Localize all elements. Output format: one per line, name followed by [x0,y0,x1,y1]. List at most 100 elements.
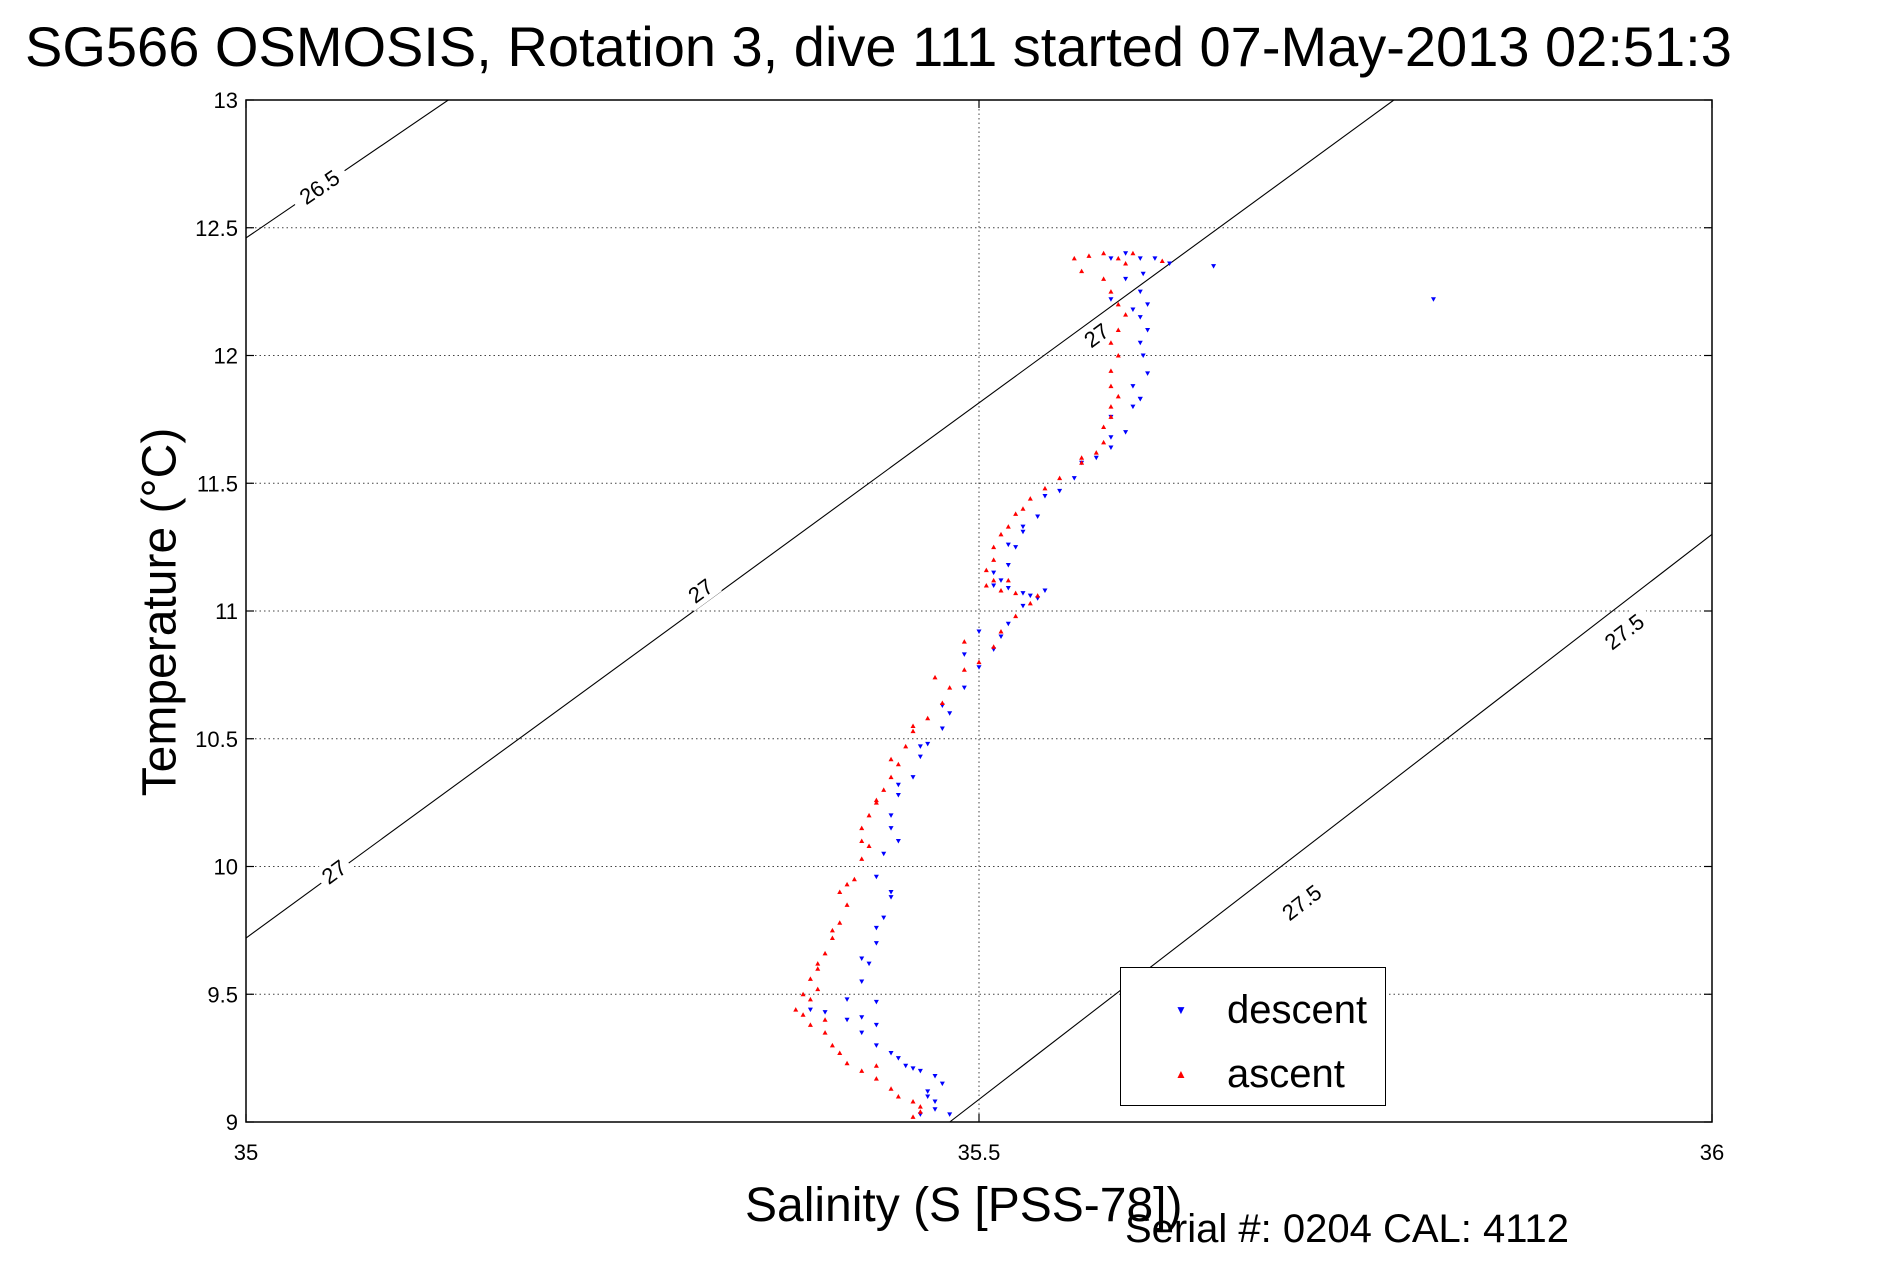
x-tick-label: 36 [1700,1140,1724,1165]
point-descent [1020,524,1026,530]
legend-marker-ascent: ▲ [1175,1067,1187,1081]
point-ascent [1005,577,1011,583]
point-ascent [829,935,835,941]
point-ascent [1115,255,1121,261]
y-tick-label: 9.5 [207,982,238,1007]
point-descent [1145,302,1151,307]
point-descent [961,685,967,691]
point-ascent [815,961,821,966]
point-descent [1123,251,1129,256]
y-tick-label: 11 [215,599,238,624]
point-descent [859,1015,865,1020]
y-tick-label: 10.5 [195,727,238,752]
point-descent [917,1068,923,1074]
point-descent [1020,591,1026,596]
legend-item-descent: ▼ descent [1121,988,1385,1032]
point-descent [1042,494,1048,499]
x-axis-label: Salinity (S [PSS-78]) [745,1179,1183,1232]
isopycnal-label-group: 27.5 [1269,873,1334,931]
point-ascent [910,1099,916,1104]
point-ascent [1086,253,1092,258]
point-descent [939,1081,945,1087]
point-descent [1140,271,1146,277]
point-ascent [991,644,997,649]
point-ascent [991,557,997,562]
point-descent [991,570,997,576]
y-tick-label: 12.5 [195,216,238,241]
point-ascent [1027,600,1033,606]
point-ascent [873,1063,879,1068]
point-descent [1140,353,1146,358]
point-ascent [976,659,982,665]
point-ascent [983,582,989,588]
point-ascent [1035,593,1041,598]
point-ascent [1159,258,1165,263]
point-descent [895,1056,901,1061]
point-descent [881,915,887,921]
point-ascent [1020,506,1026,511]
isopycnal-label-bg [1269,873,1334,931]
point-ascent [881,787,887,792]
point-ascent [1101,276,1107,281]
point-ascent [1108,368,1114,373]
point-descent [961,652,967,657]
point-ascent [859,838,865,843]
point-ascent [1108,414,1114,419]
point-descent [888,890,894,895]
isopycnal-label-group: 27 [679,570,722,612]
point-descent [888,826,894,831]
legend-label-descent: descent [1227,988,1368,1032]
point-descent [859,956,865,961]
point-ascent [844,1060,850,1066]
y-tick-label: 9 [226,1110,238,1135]
point-descent [873,1022,879,1028]
point-ascent [1042,485,1048,491]
point-descent [932,1099,938,1105]
point-ascent [807,996,813,1002]
point-ascent [873,1076,879,1081]
point-descent [859,1030,865,1036]
point-descent [1013,545,1019,550]
legend-marker-descent: ▼ [1175,1003,1187,1017]
point-ascent [1013,590,1019,596]
point-descent [917,744,923,749]
point-descent [1042,588,1048,594]
isopycnal-label-bg [679,570,722,612]
point-ascent [947,685,953,690]
point-descent [991,583,997,588]
point-ascent [888,756,894,762]
grid-lines [245,99,1713,1123]
point-ascent [829,927,835,933]
point-ascent [822,950,828,956]
point-ascent [917,1109,923,1114]
point-ascent [807,976,813,981]
isopycnal-line [246,100,449,239]
serial-cal-footer: Serial #: 0204 CAL: 4112 [1125,1207,1570,1251]
point-ascent [991,577,997,583]
point-ascent [910,728,916,734]
point-ascent [793,1007,799,1012]
point-ascent [888,1086,894,1091]
point-descent [947,711,953,716]
point-descent [1137,315,1143,320]
point-descent [925,1089,931,1094]
y-axis-label: Temperature (°C) [133,427,187,797]
point-ascent [939,700,945,705]
point-descent [1108,435,1114,440]
legend-label-ascent: ascent [1227,1052,1345,1096]
point-ascent [1115,393,1121,399]
point-ascent [873,800,879,805]
point-descent [888,813,894,818]
legend-item-ascent: ▲ ascent [1121,1052,1385,1096]
point-descent [1137,256,1143,261]
point-ascent [1123,261,1129,266]
point-descent [1035,514,1041,519]
point-ascent [1108,383,1114,389]
point-descent [976,665,982,670]
point-descent [1137,340,1143,346]
point-descent [807,1007,813,1013]
point-descent [903,1063,909,1069]
point-ascent [1108,404,1114,409]
x-tick-label: 35 [234,1140,258,1165]
point-descent [1145,371,1151,376]
